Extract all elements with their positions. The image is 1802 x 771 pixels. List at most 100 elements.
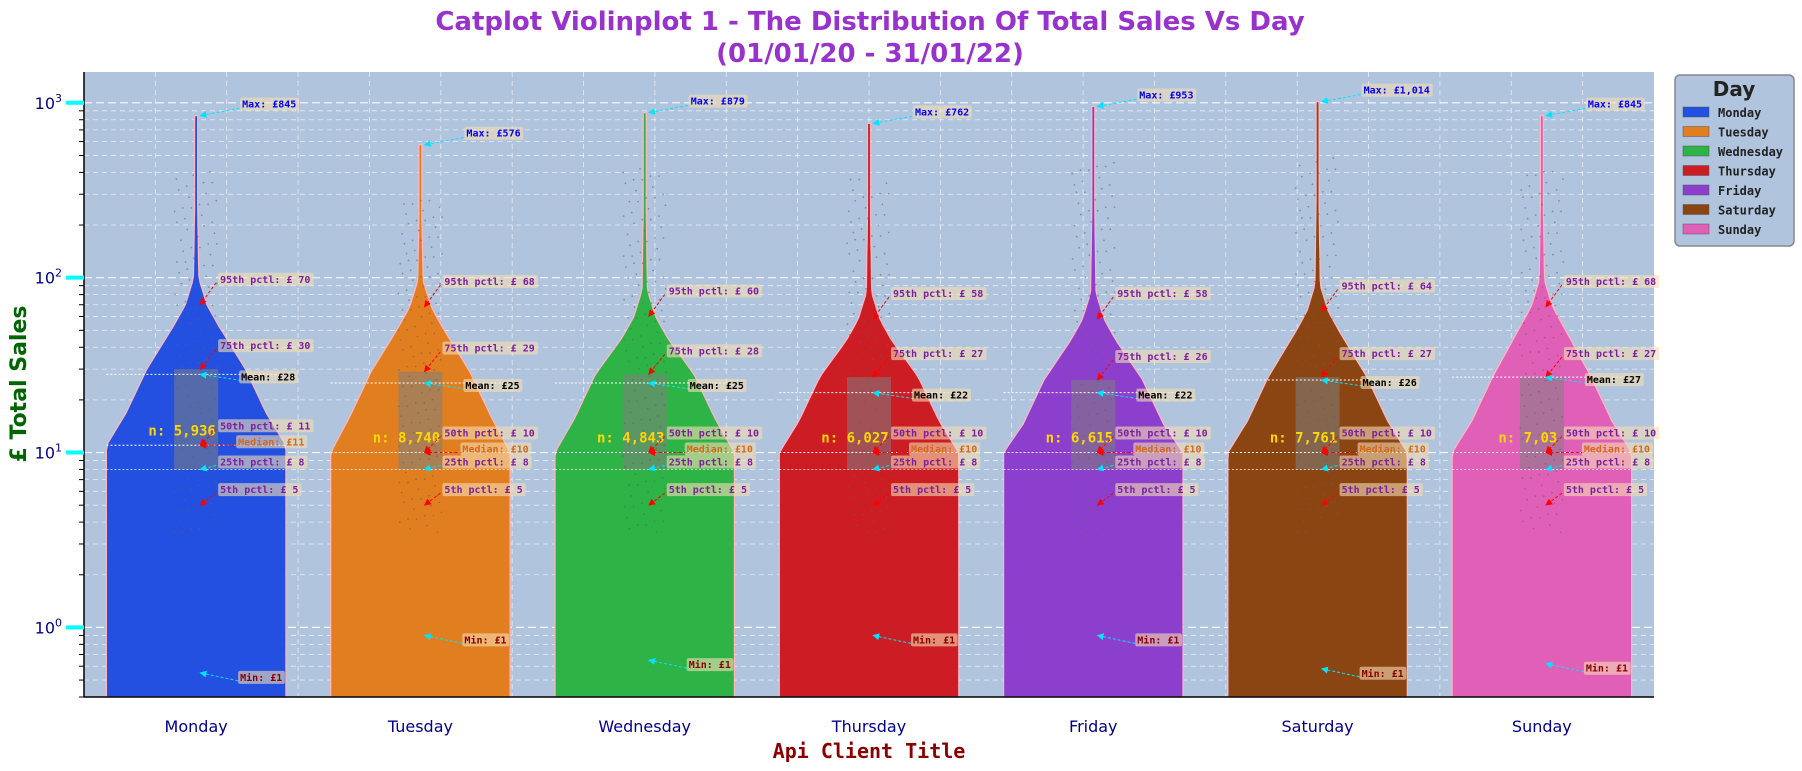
data-point [178,271,181,274]
data-point [174,376,177,379]
data-point [1312,355,1315,358]
data-point [1077,202,1080,205]
data-point [213,513,216,516]
data-point [1104,409,1106,412]
data-point [428,236,431,239]
data-point [1326,340,1329,343]
data-point [1560,210,1562,213]
data-point [1543,253,1546,256]
data-point [1106,505,1109,508]
data-point [401,272,404,275]
data-point [621,455,624,457]
data-point [632,178,635,181]
data-point [181,207,184,209]
data-point [1301,262,1304,264]
data-point [879,235,882,237]
data-point [647,491,649,494]
data-point [1321,482,1324,485]
annotation-label-p75: 75th pctl: £ 29 [444,344,534,355]
data-point [867,379,870,382]
data-point [853,513,856,516]
annotation-label-p50: 50th pctl: £ 10 [1342,429,1432,440]
data-point [432,514,435,517]
data-point [1300,381,1302,384]
data-point [626,516,629,519]
annotation-label-min: Min: £1 [689,659,731,671]
data-point [1312,400,1315,403]
annotation-bg-p5 [1563,483,1648,497]
data-point [1078,287,1080,290]
data-point [1106,461,1108,463]
data-point [1295,318,1298,320]
legend-label: Sunday [1718,223,1761,237]
data-point [846,323,849,326]
data-point [660,309,663,312]
annotation-label-median: Median: £10 [1360,444,1426,456]
data-point [1082,265,1084,268]
chart-title-line2: (01/01/20 - 31/01/22) [716,39,1024,69]
data-point [1534,455,1537,458]
data-point [852,351,855,354]
data-point [1080,298,1083,301]
data-point [437,272,439,275]
data-point [1548,398,1551,400]
data-point [848,291,851,294]
data-point [422,362,425,364]
annotation-label-p75: 75th pctl: £ 27 [893,349,983,360]
annotation-label-mean: Mean: £28 [241,372,295,383]
data-point [428,276,431,278]
data-point [1549,524,1552,526]
data-point [661,476,664,479]
data-point [203,264,206,267]
annotation-bg-median [1357,442,1429,456]
data-point [1086,243,1089,246]
data-point [403,203,405,205]
data-point [1310,303,1312,305]
annotation-arrow-max [199,107,245,118]
data-point [404,471,407,474]
annotation-arrow-p5 [423,492,441,506]
data-point [202,181,205,184]
data-point [1528,185,1531,188]
legend-item-thursday: Thursday [1682,165,1776,179]
data-point [1301,348,1304,350]
data-point [870,429,872,431]
data-point [1315,161,1318,163]
annotation-label-min: Min: £1 [464,634,506,646]
data-point [1524,207,1527,209]
annotation-bg-p75 [666,344,763,358]
data-point [401,309,404,311]
data-point [1337,306,1340,309]
data-point [625,433,628,435]
data-point [1555,470,1557,472]
data-point [173,210,176,213]
data-point [398,368,400,371]
data-point [1312,314,1315,317]
data-point [1074,394,1077,397]
annotation-bg-p95 [666,284,763,298]
data-point [212,347,215,350]
data-point [408,451,411,454]
annotation-arrow-p95 [872,296,890,320]
annotation-arrow-p5 [648,492,666,506]
annotation-bg-median [460,442,532,456]
data-point [627,277,630,279]
data-point [1523,322,1525,325]
data-point [1073,184,1076,186]
annotation-arrow-p95 [424,284,441,308]
data-point [1092,232,1095,234]
data-point [1099,261,1101,264]
data-point [1086,328,1089,330]
data-point [650,386,653,388]
data-point [875,214,877,216]
annotation-bg-p25 [1563,455,1654,469]
legend-swatch [1682,223,1710,235]
data-point [851,383,853,385]
violin-box [622,374,667,470]
data-point [654,280,657,283]
data-point [1331,276,1333,279]
annotation-bg-p25 [218,455,308,469]
annotation-arrow-p25 [648,464,665,472]
data-point [1520,271,1523,274]
legend-item-wednesday: Wednesday [1682,145,1783,159]
